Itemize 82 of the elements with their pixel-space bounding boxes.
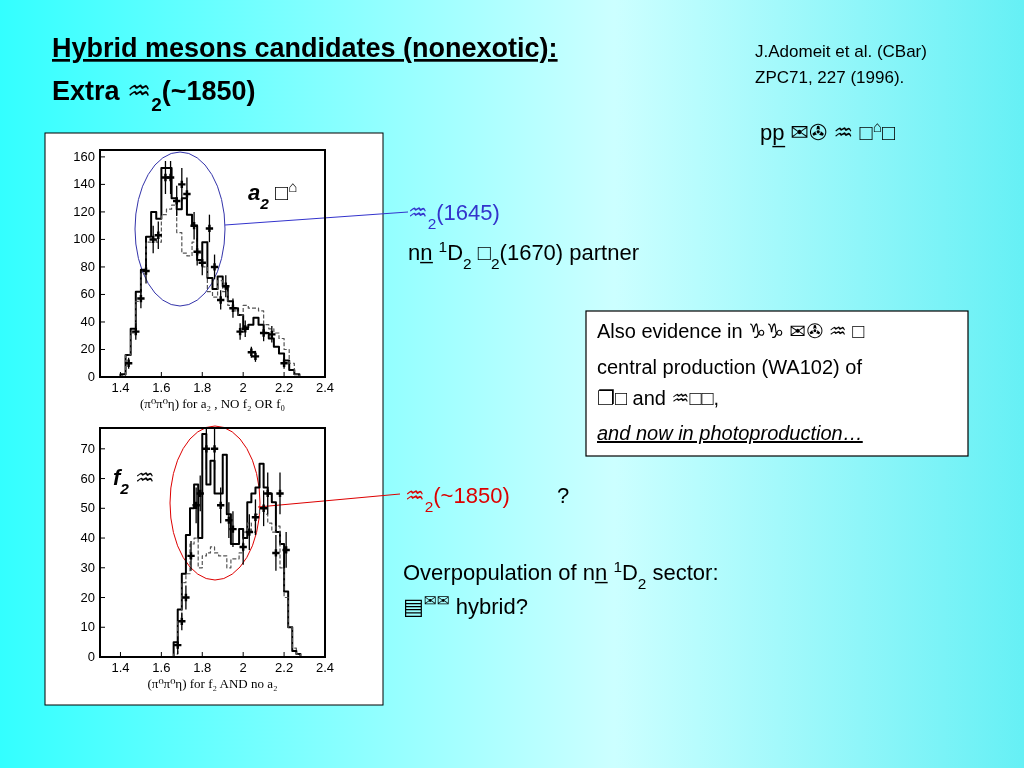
y-tick-label: 10 (80, 619, 95, 635)
point (183, 190, 191, 198)
x-tick-label: 1.8 (193, 380, 212, 395)
y-tick-label: 120 (73, 203, 95, 219)
y-tick-label: 160 (73, 148, 95, 164)
point (187, 552, 195, 560)
point (282, 546, 290, 554)
point (202, 445, 211, 453)
text: ♒$_{2}$(1645) (408, 200, 500, 232)
point (251, 513, 260, 521)
x-axis-title: (π⁰π⁰η) for f₂ AND no a₂ (147, 676, 278, 691)
point (259, 329, 268, 337)
point (217, 501, 225, 509)
point (229, 525, 237, 533)
x-tick-label: 2 (239, 660, 247, 675)
chart-title: Hybrid mesons candidates (nonexotic): (52, 33, 558, 63)
chart-subtitle: Extra ♒$_{2}$(~1850) (52, 76, 256, 115)
x-tick-label: 1.8 (193, 660, 212, 675)
y-tick-label: 140 (73, 176, 95, 192)
y-tick-label: 0 (87, 369, 95, 384)
y-tick-label: 40 (80, 530, 95, 546)
point (137, 294, 145, 303)
x-tick-label: 2.2 (275, 660, 294, 675)
x-tick-label: 1.4 (111, 380, 130, 395)
x-tick-label: 1.4 (111, 660, 130, 675)
point (210, 263, 219, 271)
y-tick-label: 100 (73, 231, 95, 247)
y-tick-label: 60 (80, 470, 95, 486)
point (182, 593, 190, 602)
y-tick-label: 60 (80, 286, 95, 302)
point (217, 296, 225, 304)
point (154, 231, 162, 239)
point (190, 221, 198, 230)
x-tick-label: 2.2 (275, 380, 294, 395)
x-axis-title: (π⁰π⁰η) for a₂ , NO f₂ OR f₀ (139, 396, 286, 411)
point (142, 267, 150, 275)
x-tick-label: 2.4 (315, 660, 335, 675)
text: and now in photoproduction… (597, 422, 863, 444)
point (205, 224, 214, 233)
text: ? (557, 483, 570, 508)
point (264, 489, 272, 498)
point (166, 173, 175, 182)
text: pp̲ ✉✇ ♒ □$^{⌂}$□ (760, 117, 896, 149)
point (272, 549, 280, 557)
text: J.Adomeit et al. (CBar) (755, 42, 927, 61)
y-tick-label: 50 (80, 500, 95, 516)
y-tick-label: 0 (87, 649, 95, 664)
x-tick-label: 1.6 (152, 660, 171, 675)
annotation: f$_{2}$ ♒ (113, 465, 155, 497)
text: Overpopulation of nn̲ $^{1}$D$_{2}$ sector: (403, 557, 719, 592)
point (276, 489, 284, 498)
point (173, 197, 181, 205)
point (178, 617, 186, 625)
y-tick-label: 20 (80, 589, 95, 605)
point (196, 489, 204, 498)
point (259, 504, 268, 512)
text: Also evidence in ♑♑ ✉✇ ♒ □ (597, 320, 865, 342)
text: ♒$_{2}$(~1850) (405, 483, 510, 515)
text: ZPC71, 227 (1996). (755, 68, 905, 87)
y-tick-label: 40 (80, 313, 95, 329)
y-tick-label: 70 (80, 440, 95, 456)
x-tick-label: 1.6 (152, 380, 171, 395)
point (268, 330, 276, 339)
x-tick-label: 2.4 (315, 380, 335, 395)
point (124, 359, 133, 367)
text: ❐□ and ♒□□, (597, 387, 720, 409)
y-tick-label: 20 (80, 341, 95, 357)
point (132, 327, 140, 336)
x-tick-label: 2 (239, 380, 247, 395)
y-tick-label: 80 (80, 258, 95, 274)
text: nn̲ $^{1}$D$_{2}$ □$_{2}$(1670) partner (408, 237, 639, 272)
point (245, 528, 253, 536)
point (210, 445, 219, 453)
text: central production (WA102) of (597, 356, 863, 378)
point (149, 235, 157, 244)
point (247, 348, 256, 356)
text: ▤$^{✉✉}$ hybrid? (403, 591, 528, 619)
annotation: a$_{2}$ □$^{⌂}$ (248, 177, 298, 212)
point (178, 180, 186, 189)
point (236, 327, 244, 336)
y-tick-label: 30 (80, 559, 95, 575)
point (192, 501, 200, 509)
